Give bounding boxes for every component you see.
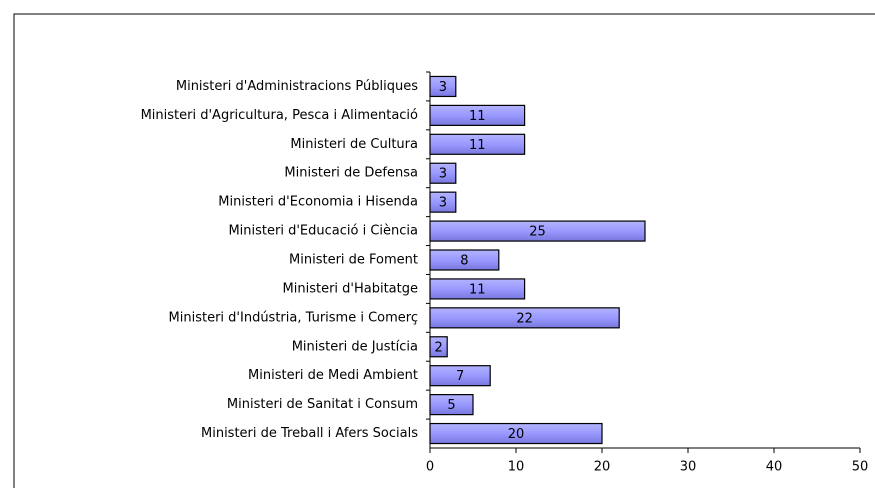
bar (429, 191, 457, 213)
data-label: 25 (529, 225, 546, 240)
y-tick-label: Ministeri d'Economia i Hisenda (218, 195, 418, 210)
x-tick-label: 0 (426, 460, 434, 475)
y-tick-label: Ministeri de Defensa (284, 166, 418, 181)
bar (429, 249, 500, 271)
y-tick-label: Ministeri d'Indústria, Turisme i Comerç (169, 310, 418, 325)
bar (429, 394, 474, 416)
frame (13, 13, 875, 488)
bar (429, 104, 526, 126)
data-label: 2 (434, 340, 442, 355)
bar (429, 422, 603, 445)
data-label: 11 (469, 282, 486, 297)
bar (429, 162, 457, 184)
data-label: 5 (447, 398, 455, 413)
bar (429, 278, 526, 300)
bar (429, 75, 457, 98)
data-label: 3 (439, 167, 447, 182)
bar (429, 220, 646, 242)
y-tick-label: Ministeri d'Administracions Públiques (176, 79, 418, 94)
bar (429, 133, 526, 155)
y-tick-label: Ministeri d'Habitatge (283, 281, 418, 296)
data-label: 7 (456, 369, 464, 384)
y-tick-label: Ministeri de Sanitat i Consum (227, 397, 418, 412)
x-tick-label: 40 (766, 460, 783, 475)
bar (429, 365, 491, 387)
y-tick-label: Ministeri d'Agricultura, Pesca i Aliment… (141, 108, 418, 123)
y-tick-label: Ministeri de Cultura (290, 137, 418, 152)
bar (429, 336, 448, 358)
data-label: 3 (439, 196, 447, 211)
y-tick-label: Ministeri de Justícia (292, 339, 418, 354)
y-tick-label: Ministeri de Treball i Afers Socials (201, 426, 418, 441)
data-label: 20 (508, 427, 525, 442)
data-label: 8 (460, 254, 468, 269)
data-label: 11 (469, 138, 486, 153)
x-tick-label: 50 (852, 460, 869, 475)
data-label: 22 (516, 311, 533, 326)
bar (429, 307, 620, 329)
y-tick-label: Ministeri de Foment (289, 253, 418, 268)
x-tick-label: 10 (508, 460, 525, 475)
y-tick-label: Ministeri de Medi Ambient (248, 368, 418, 383)
x-tick-label: 30 (680, 460, 697, 475)
x-tick-label: 20 (594, 460, 611, 475)
data-label: 3 (439, 80, 447, 95)
data-label: 11 (469, 109, 486, 124)
y-tick-label: Ministeri d'Educació i Ciència (228, 224, 418, 239)
